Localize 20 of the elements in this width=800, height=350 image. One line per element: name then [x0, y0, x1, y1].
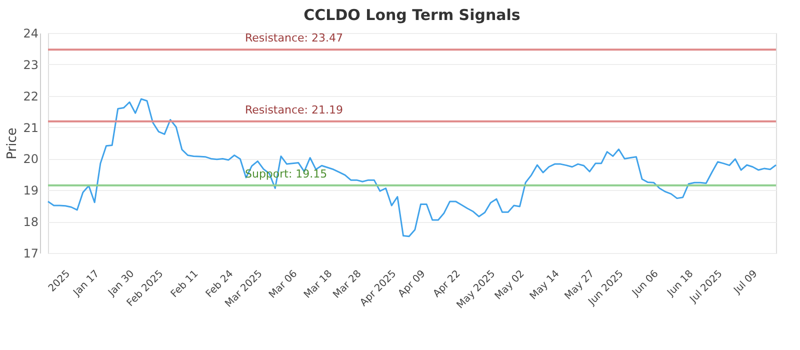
ref-line-label: Resistance: 21.19: [245, 103, 343, 116]
x-tick-label: Jul 09: [731, 268, 760, 297]
x-tick-label: Feb 11: [169, 268, 201, 300]
x-tick-label: Jan 17: [70, 268, 102, 300]
x-tick-label: Apr 22: [431, 268, 463, 300]
y-tick-label: 22: [23, 89, 38, 104]
ref-line-label: Resistance: 23.47: [245, 32, 343, 45]
chart-title: CCLDO Long Term Signals: [304, 6, 520, 24]
y-tick-label: 17: [23, 246, 38, 260]
y-tick-label: 23: [23, 58, 38, 72]
y-tick-label: 24: [23, 26, 38, 40]
x-tick-label: Mar 06: [267, 268, 300, 301]
y-tick-label: 20: [23, 152, 38, 166]
y-tick-label: 19: [23, 184, 38, 198]
x-tick-label: Jun 06: [630, 268, 661, 300]
x-tick-label: Apr 09: [396, 268, 428, 300]
y-tick-label: 18: [23, 215, 38, 230]
y-tick-label: 21: [23, 120, 38, 135]
line-series: [47, 98, 777, 238]
y-axis-title: Price: [5, 128, 20, 160]
